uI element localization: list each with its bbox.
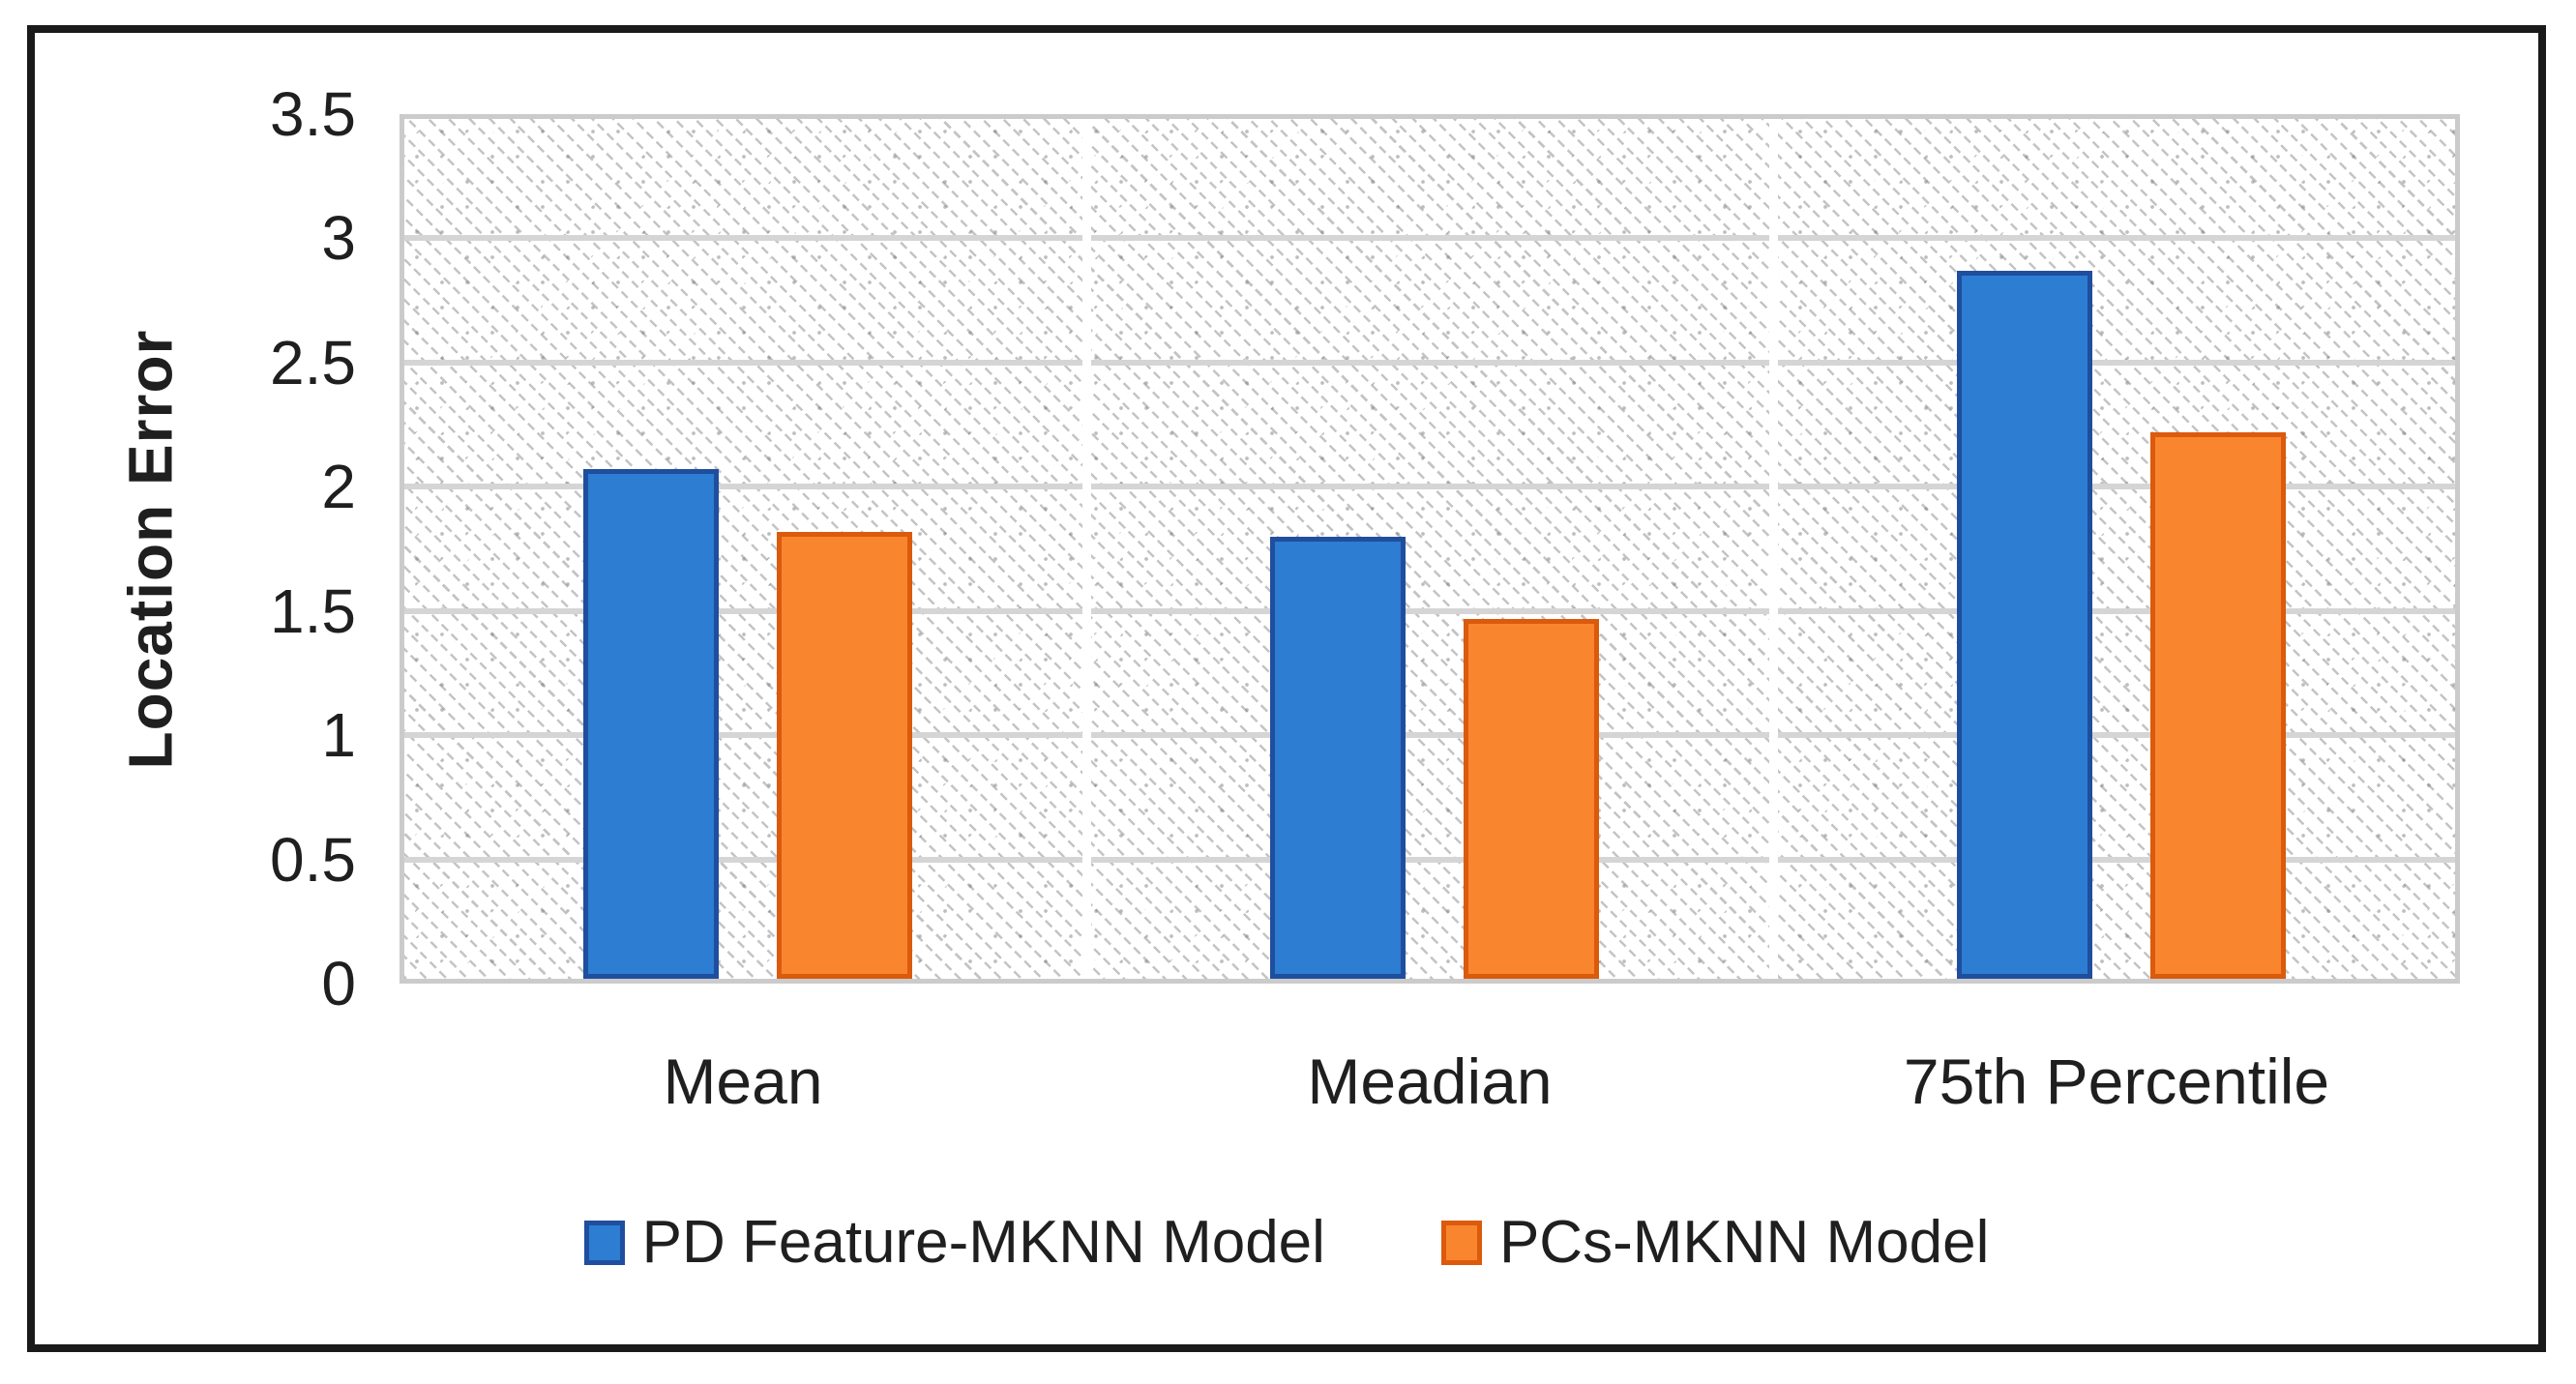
category-divider: [1769, 119, 1778, 979]
legend-item: PCs-MKNN Model: [1440, 1209, 1990, 1277]
gridline: [404, 359, 2455, 366]
plot-area: [400, 114, 2460, 984]
chart-frame: Location Error 0 0.5 1 1.5 2 2.5 3 3.5 Mean Mead…: [27, 25, 2546, 1352]
y-tick-label: 3: [321, 203, 356, 274]
y-axis-title: Location Error: [106, 114, 193, 984]
legend-label: PCs-MKNN Model: [1498, 1209, 1990, 1276]
bar: [777, 531, 912, 979]
legend-label: PD Feature-MKNN Model: [641, 1209, 1325, 1276]
x-category-label: Meadian: [1307, 1045, 1553, 1117]
bar: [1464, 618, 1599, 979]
bar: [2150, 431, 2286, 979]
y-tick-label: 1.5: [270, 575, 356, 646]
gridline: [404, 732, 2455, 739]
y-tick-label: 0.5: [270, 824, 356, 895]
legend-swatch: [583, 1221, 625, 1265]
gridline: [404, 484, 2455, 490]
y-tick-label: 0: [321, 949, 356, 1018]
y-tick-label: 3.5: [270, 79, 356, 149]
legend: PD Feature-MKNN Model PCs-MKNN Model: [35, 1209, 2538, 1277]
gridline: [404, 235, 2455, 242]
gridline: [404, 856, 2455, 863]
gridline: [404, 607, 2455, 614]
bar: [583, 469, 719, 979]
x-category-label: Mean: [663, 1045, 823, 1117]
x-category-label: 75th Percentile: [1903, 1045, 2330, 1117]
bar: [1957, 270, 2092, 979]
category-divider: [1082, 119, 1091, 979]
bar: [1270, 536, 1406, 979]
legend-item: PD Feature-MKNN Model: [583, 1209, 1325, 1277]
y-tick-label: 1: [321, 700, 356, 771]
y-tick-label: 2: [321, 452, 356, 522]
y-tick-label: 2.5: [270, 327, 356, 398]
legend-swatch: [1440, 1221, 1482, 1265]
y-axis-title-text: Location Error: [115, 329, 185, 769]
